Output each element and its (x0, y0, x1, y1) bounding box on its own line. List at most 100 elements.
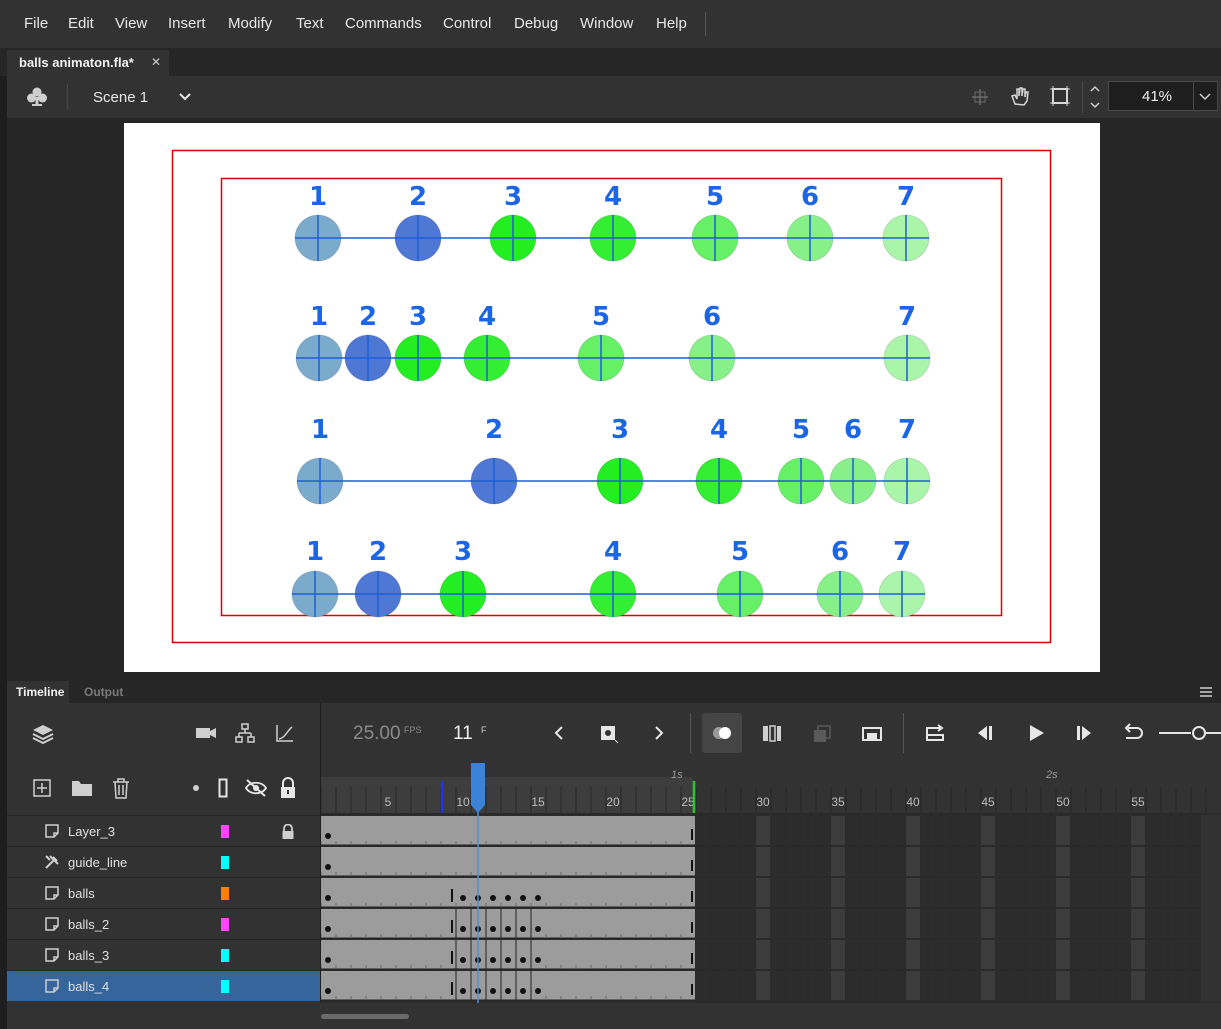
frame-grid[interactable]: 5 10 15 20 25 30 35 40 45 50 55 1s 2s (320, 763, 1221, 1003)
layer-color-swatch[interactable] (221, 887, 229, 900)
keyframe-dot[interactable] (505, 988, 511, 994)
step-forward-icon[interactable] (1074, 724, 1094, 742)
keyframe-dot[interactable] (460, 988, 466, 994)
tab-timeline[interactable]: Timeline (7, 681, 69, 703)
layer-row[interactable]: balls_4 (7, 970, 320, 1001)
loop-icon[interactable] (924, 723, 946, 743)
layer-color-swatch[interactable] (221, 918, 229, 931)
menu-text[interactable]: Text (296, 15, 324, 32)
keyframe-dot[interactable] (490, 957, 496, 963)
keyframe-dot[interactable] (520, 895, 526, 901)
keyframe-dot[interactable] (490, 926, 496, 932)
lock-layers-icon[interactable] (279, 777, 297, 799)
layer-color-swatch[interactable] (221, 825, 229, 838)
menu-window[interactable]: Window (580, 15, 634, 32)
keyframe-dot[interactable] (460, 895, 466, 901)
menu-view[interactable]: View (115, 15, 148, 32)
keyframe-dot[interactable] (325, 833, 331, 839)
layer-row[interactable]: balls_2 (7, 908, 320, 939)
chevron-down-icon[interactable] (178, 90, 192, 104)
new-layer-icon[interactable] (33, 779, 51, 797)
stage-artwork[interactable]: 1 2 3 4 5 6 7 1 2 3 4 5 6 7 1 2 3 4 5 6 7 1 2 3 4 5 6 7 (124, 123, 1100, 672)
frame-span[interactable] (321, 909, 695, 938)
lock-icon[interactable] (281, 824, 295, 840)
rewind-icon[interactable] (1122, 723, 1144, 743)
keyframe-dot[interactable] (490, 895, 496, 901)
timeline-zoom-slider[interactable] (1159, 725, 1221, 741)
stage[interactable]: 1 2 3 4 5 6 7 1 2 3 4 5 6 7 1 2 3 4 5 6 7 1 2 3 4 5 6 7 (124, 123, 1100, 672)
layer-color-swatch[interactable] (221, 980, 229, 993)
layer-color-swatch[interactable] (221, 856, 229, 869)
hide-layers-icon[interactable] (244, 778, 268, 798)
keyframe-dot[interactable] (325, 988, 331, 994)
edit-multiple-frames-icon[interactable] (761, 724, 783, 744)
center-stage-icon[interactable] (970, 87, 990, 107)
tab-output[interactable]: Output (84, 685, 124, 699)
keyframe-dot[interactable] (505, 895, 511, 901)
rotate-stage-hand-icon[interactable] (1008, 84, 1032, 108)
keyframe-dot[interactable] (505, 926, 511, 932)
menu-commands[interactable]: Commands (345, 15, 422, 32)
close-icon[interactable]: ✕ (151, 55, 162, 69)
keyframe-dot[interactable] (325, 895, 331, 901)
frame-span[interactable] (321, 847, 695, 876)
keyframe-dot[interactable] (535, 926, 541, 932)
zoom-chevron-down-icon[interactable] (1198, 90, 1212, 104)
layer-row[interactable]: guide_line (7, 846, 320, 877)
fps-value[interactable]: 25.00 (353, 723, 401, 744)
keyframe-dot[interactable] (460, 957, 466, 963)
layer-parenting-icon[interactable] (235, 723, 255, 743)
playhead-handle[interactable] (471, 763, 485, 813)
previous-keyframe-icon[interactable] (551, 725, 567, 741)
scene-label[interactable]: Scene 1 (93, 89, 149, 106)
frame-span[interactable] (321, 878, 695, 907)
keyframe-dot[interactable] (460, 926, 466, 932)
highlight-layers-icon[interactable] (192, 784, 200, 792)
camera-icon[interactable] (195, 725, 217, 741)
create-tween-icon[interactable] (861, 724, 883, 744)
menu-edit[interactable]: Edit (68, 15, 94, 32)
club-symbol-icon[interactable] (25, 85, 49, 109)
zoom-stepper[interactable] (1088, 81, 1102, 113)
layer-row[interactable]: Layer_3 (7, 815, 320, 846)
outline-layers-icon[interactable] (218, 778, 228, 798)
document-tab[interactable]: balls animaton.fla* ✕ (7, 50, 169, 76)
keyframe-dot[interactable] (325, 926, 331, 932)
menu-modify[interactable]: Modify (228, 15, 273, 32)
menu-file[interactable]: File (24, 15, 49, 32)
trash-icon[interactable] (111, 777, 131, 799)
frame-span[interactable] (321, 816, 695, 845)
next-keyframe-icon[interactable] (651, 725, 667, 741)
frame-span[interactable] (321, 971, 695, 1000)
layers-icon[interactable] (31, 722, 55, 746)
keyframe-dot[interactable] (520, 926, 526, 932)
menu-insert[interactable]: Insert (168, 15, 206, 32)
easing-graph-icon[interactable] (275, 723, 295, 743)
keyframe-dot[interactable] (535, 988, 541, 994)
keyframe-dot[interactable] (505, 957, 511, 963)
keyframe-dot[interactable] (325, 864, 331, 870)
step-back-icon[interactable] (975, 724, 995, 742)
menu-control[interactable]: Control (443, 15, 492, 32)
layer-color-swatch[interactable] (221, 949, 229, 962)
keyframe-dot[interactable] (535, 895, 541, 901)
keyframe-dot[interactable] (325, 957, 331, 963)
panel-menu-icon[interactable] (1199, 686, 1213, 698)
layer-row[interactable]: balls (7, 877, 320, 908)
keyframe-dot[interactable] (520, 988, 526, 994)
zoom-field[interactable]: 41% (1108, 81, 1218, 111)
clip-stage-icon[interactable] (1049, 85, 1071, 107)
horizontal-scrollbar[interactable] (321, 1014, 409, 1019)
insert-keyframe-icon[interactable] (599, 724, 619, 744)
play-icon[interactable] (1026, 723, 1046, 743)
frame-grid-canvas[interactable]: 5 10 15 20 25 30 35 40 45 50 55 1s 2s (320, 763, 1221, 1003)
menu-help[interactable]: Help (656, 15, 687, 32)
frame-span[interactable] (321, 940, 695, 969)
keyframe-dot[interactable] (490, 988, 496, 994)
keyframe-dot[interactable] (535, 957, 541, 963)
current-frame[interactable]: 11 (453, 723, 473, 744)
new-folder-icon[interactable] (71, 779, 93, 797)
onion-skin-button[interactable] (702, 713, 742, 753)
keyframe-dot[interactable] (520, 957, 526, 963)
layer-row[interactable]: balls_3 (7, 939, 320, 970)
